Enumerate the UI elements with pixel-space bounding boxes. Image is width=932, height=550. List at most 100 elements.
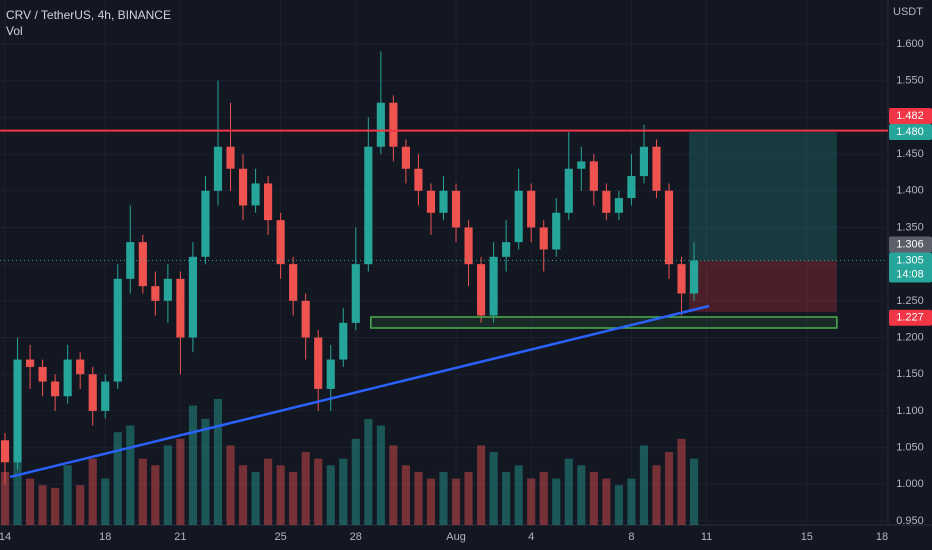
candle-body [339, 322, 348, 360]
candle-body [176, 278, 185, 338]
x-tick-label: 18 [876, 531, 888, 543]
candle-body [477, 264, 486, 316]
candle-body [664, 190, 674, 265]
volume-bar [664, 452, 674, 525]
price-label-box [889, 309, 932, 326]
candle-body [301, 300, 310, 338]
subtitle: Vol [6, 24, 23, 38]
volume-bar [364, 418, 373, 525]
volume-bar [527, 478, 536, 525]
candle-body [88, 374, 97, 411]
candle-body [138, 242, 147, 287]
volume-bar [589, 471, 598, 525]
volume-bar [76, 485, 85, 525]
volume-bar [339, 458, 348, 525]
volume-bar [376, 425, 385, 525]
candle-body [314, 337, 323, 389]
y-tick-label: 1.450 [896, 148, 924, 160]
x-tick-label: 8 [628, 531, 634, 543]
candle-body [213, 146, 223, 191]
volume-bar [514, 465, 523, 525]
candle-body [63, 359, 72, 397]
volume-bar [176, 438, 185, 525]
candle-body [289, 264, 298, 301]
volume-bar [351, 438, 360, 525]
y-tick-label: 1.400 [896, 185, 924, 197]
volume-bar [564, 458, 573, 525]
y-tick-label: 1.150 [896, 368, 924, 380]
candle-body [38, 366, 47, 382]
candle-body [276, 220, 285, 265]
candle-body [0, 440, 10, 463]
volume-bar [301, 452, 310, 525]
volume-bar [276, 465, 285, 525]
volume-bar [51, 487, 60, 525]
x-tick-label: 28 [350, 531, 362, 543]
candle-body [527, 190, 536, 228]
candle-body [251, 183, 260, 206]
y-tick-label: 1.250 [896, 295, 924, 307]
x-tick-label: 25 [275, 531, 287, 543]
volume-bar [414, 471, 423, 525]
volume-bar [639, 445, 649, 525]
price-label: 1.480 [896, 126, 924, 138]
candle-body [113, 278, 122, 382]
volume-bar [13, 452, 22, 525]
volume-bar [251, 471, 260, 525]
price-label-box [889, 108, 932, 125]
volume-bar [326, 465, 335, 525]
candle-body [577, 161, 586, 169]
y-tick-label: 1.100 [896, 405, 924, 417]
volume-bar [314, 458, 323, 525]
volume-bar [577, 465, 586, 525]
candle-body [639, 146, 649, 177]
volume-bar [226, 445, 235, 525]
candle-body [464, 227, 473, 265]
volume-bar [677, 438, 686, 525]
volume-bar [477, 445, 486, 525]
candle-body [414, 168, 423, 191]
candle-body [364, 146, 373, 265]
candle-body [25, 359, 35, 367]
candle-body [226, 146, 235, 169]
volume-bar [489, 452, 498, 525]
candle-body [514, 190, 523, 243]
candle-body [76, 359, 85, 375]
candle-body [627, 176, 636, 199]
candle-body [51, 381, 60, 397]
candle-body [689, 260, 699, 294]
plot [0, 51, 888, 525]
y-tick-label: 0.950 [896, 515, 924, 527]
grid [0, 0, 888, 525]
candle-body [151, 286, 160, 301]
candle-body [652, 146, 661, 191]
x-tick-label: 21 [174, 531, 186, 543]
candle-body [614, 198, 623, 213]
volume-bar [88, 458, 97, 525]
candle-body [188, 256, 198, 338]
volume-bar [602, 478, 611, 525]
candle-body [564, 168, 573, 213]
y-axis-label: USDT [893, 6, 923, 18]
price-label-box [889, 124, 932, 141]
y-tick-label: 1.200 [896, 331, 924, 343]
volume-bar [652, 465, 661, 525]
candle-body [552, 212, 561, 250]
candle-body [602, 190, 611, 213]
y-tick-label: 1.350 [896, 221, 924, 233]
volume-bar [238, 465, 248, 525]
x-tick-label: 11 [701, 531, 712, 543]
candle-body [163, 278, 172, 301]
last-price-label: 1.305 [896, 254, 924, 266]
stop-zone [689, 260, 837, 312]
candle-body [539, 227, 548, 250]
volume-bar [426, 478, 436, 525]
volume-bar [138, 458, 147, 525]
volume-bar [188, 405, 198, 525]
volume-bar [0, 471, 10, 525]
price-label-box [889, 236, 932, 253]
candle-body [351, 264, 360, 323]
candle-body [489, 256, 498, 316]
volume-bar [113, 432, 122, 525]
